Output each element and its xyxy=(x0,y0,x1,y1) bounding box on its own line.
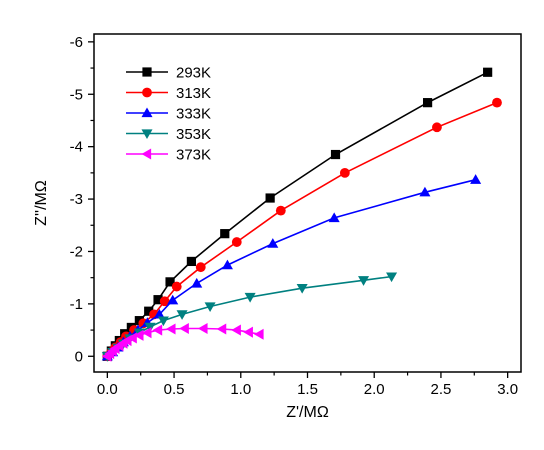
x-tick-label: 2.0 xyxy=(364,381,385,398)
series-373K xyxy=(101,322,264,362)
x-axis-title: Z'/MΩ xyxy=(286,404,329,421)
legend-item: 313K xyxy=(126,85,211,102)
data-point xyxy=(492,97,502,108)
data-point xyxy=(419,186,431,197)
data-point xyxy=(253,328,264,340)
legend-item: 353K xyxy=(126,126,211,143)
data-point xyxy=(144,322,156,333)
data-point xyxy=(265,193,275,203)
x-tick-label: 2.5 xyxy=(431,381,452,398)
legend-marker xyxy=(142,87,152,98)
legend-item: 293K xyxy=(126,65,211,82)
x-tick-label: 0.5 xyxy=(164,381,185,398)
data-point xyxy=(470,174,482,184)
data-point xyxy=(339,167,350,178)
data-point xyxy=(386,272,398,283)
legend-marker xyxy=(141,129,153,140)
y-tick-label: -1 xyxy=(70,296,83,313)
data-point xyxy=(204,302,216,313)
data-point xyxy=(330,149,341,160)
legend-label: 373K xyxy=(176,147,211,164)
legend-label: 333K xyxy=(176,106,211,123)
data-point xyxy=(244,292,256,303)
data-point xyxy=(216,323,227,335)
legend-label: 353K xyxy=(176,126,211,143)
series-353K xyxy=(101,272,398,362)
legend-label: 313K xyxy=(176,85,211,102)
data-point xyxy=(165,323,176,335)
x-tick-label: 1.0 xyxy=(230,381,251,398)
data-point xyxy=(197,322,208,335)
data-point xyxy=(141,327,152,339)
plot-frame xyxy=(93,33,522,373)
data-point xyxy=(231,324,241,336)
data-point xyxy=(220,229,230,239)
y-tick-label: -2 xyxy=(70,243,83,260)
data-point xyxy=(231,237,242,247)
data-point xyxy=(157,316,169,327)
data-point xyxy=(153,295,163,305)
y-tick-label: -3 xyxy=(70,191,83,208)
series-layer xyxy=(101,67,502,362)
data-point xyxy=(191,277,203,288)
data-point xyxy=(144,306,154,316)
legend-marker xyxy=(141,107,153,118)
legend-item: 373K xyxy=(126,147,211,164)
data-point xyxy=(186,256,197,267)
data-point xyxy=(432,122,442,133)
data-point xyxy=(152,324,163,336)
data-point xyxy=(153,308,165,319)
data-point xyxy=(243,326,253,338)
data-point xyxy=(159,296,170,307)
data-point xyxy=(267,238,279,248)
y-tick-label: -5 xyxy=(70,86,83,103)
y-axis-title: Z''/MΩ xyxy=(33,180,50,226)
legend-marker xyxy=(142,67,152,77)
data-point xyxy=(179,322,189,335)
legend-item: 333K xyxy=(126,106,211,123)
data-point xyxy=(221,259,233,270)
legend: 293K 313K 333K 353K 373K xyxy=(126,65,211,164)
data-point xyxy=(165,277,175,287)
data-point xyxy=(296,284,308,294)
data-point xyxy=(275,205,286,216)
data-point xyxy=(167,294,179,305)
legend-marker xyxy=(141,148,152,160)
data-point xyxy=(483,67,493,77)
data-point xyxy=(195,262,206,273)
y-tick-label: -4 xyxy=(70,139,83,156)
data-point xyxy=(358,276,370,286)
series-line xyxy=(106,71,488,357)
x-tick-label: 1.5 xyxy=(297,381,318,398)
data-point xyxy=(176,310,188,320)
data-point xyxy=(328,212,340,223)
x-tick-label: 3.0 xyxy=(497,381,518,398)
legend-label: 293K xyxy=(176,65,211,82)
y-tick-label: -6 xyxy=(70,34,83,51)
x-tick-label: 0.0 xyxy=(97,381,118,398)
data-point xyxy=(422,98,433,108)
data-point xyxy=(133,329,144,341)
data-point xyxy=(171,281,182,292)
axes: 0.0 0.5 1.0 1.5 2.0 2.5 3.0 0 -1 -2 -3 -4 -5 -6 xyxy=(70,34,518,398)
y-tick-label: 0 xyxy=(75,348,83,365)
